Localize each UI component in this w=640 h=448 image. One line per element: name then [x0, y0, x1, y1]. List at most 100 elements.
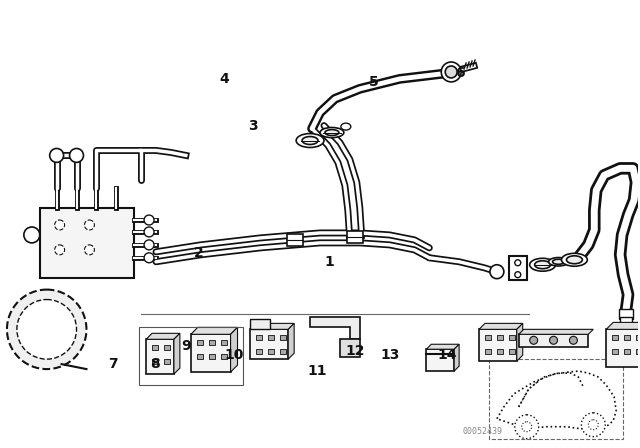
Text: 4: 4 — [220, 72, 230, 86]
Bar — [139, 327, 243, 385]
Bar — [509, 256, 527, 280]
Circle shape — [515, 415, 539, 439]
Polygon shape — [519, 329, 593, 334]
Text: 3: 3 — [248, 119, 258, 133]
Ellipse shape — [296, 134, 324, 147]
Bar — [152, 359, 158, 364]
Bar — [209, 340, 214, 345]
Text: 00052439: 00052439 — [462, 426, 502, 435]
Bar — [485, 349, 491, 354]
Polygon shape — [519, 334, 588, 347]
Polygon shape — [174, 333, 180, 374]
Circle shape — [144, 227, 154, 237]
Bar — [606, 329, 640, 367]
Bar — [509, 349, 515, 354]
Polygon shape — [310, 318, 360, 339]
Circle shape — [441, 62, 461, 82]
Bar — [280, 349, 286, 354]
Circle shape — [581, 413, 605, 437]
Bar — [497, 335, 503, 340]
Bar — [624, 349, 630, 354]
Circle shape — [445, 66, 457, 78]
Bar — [221, 354, 227, 359]
Text: 11: 11 — [307, 364, 326, 378]
Bar — [612, 335, 618, 340]
Ellipse shape — [530, 258, 556, 271]
Text: 8: 8 — [150, 357, 159, 371]
Bar — [612, 349, 618, 354]
Polygon shape — [516, 323, 523, 361]
Text: 2: 2 — [195, 246, 204, 260]
Text: 12: 12 — [345, 344, 365, 358]
Ellipse shape — [302, 137, 318, 145]
Circle shape — [550, 336, 557, 344]
Text: 7: 7 — [108, 357, 118, 371]
Bar — [280, 335, 286, 340]
Bar — [621, 325, 631, 332]
Circle shape — [522, 422, 532, 432]
Circle shape — [54, 220, 65, 230]
Polygon shape — [479, 323, 523, 329]
Bar — [636, 349, 640, 354]
Circle shape — [54, 245, 65, 255]
Bar — [40, 208, 134, 278]
Bar — [268, 349, 275, 354]
Bar — [485, 335, 491, 340]
Bar — [164, 345, 170, 350]
Bar — [619, 310, 633, 319]
Text: 13: 13 — [380, 349, 399, 362]
Circle shape — [490, 265, 504, 279]
Ellipse shape — [566, 256, 582, 264]
Bar — [257, 335, 262, 340]
Bar — [196, 340, 203, 345]
Ellipse shape — [552, 259, 564, 264]
Bar — [620, 318, 632, 325]
Bar — [146, 339, 174, 374]
Bar — [250, 319, 270, 329]
Circle shape — [7, 289, 86, 369]
Circle shape — [515, 271, 521, 278]
Bar — [287, 234, 303, 246]
Bar — [268, 335, 275, 340]
Bar — [489, 359, 623, 439]
Polygon shape — [191, 327, 237, 334]
Bar — [347, 231, 363, 243]
Bar — [209, 354, 214, 359]
Text: 14: 14 — [438, 349, 457, 362]
Bar — [221, 340, 227, 345]
Polygon shape — [146, 333, 180, 339]
Circle shape — [144, 215, 154, 225]
Circle shape — [84, 220, 95, 230]
Circle shape — [570, 336, 577, 344]
Polygon shape — [250, 323, 294, 329]
Bar — [636, 335, 640, 340]
Bar — [164, 359, 170, 364]
Bar — [152, 345, 158, 350]
Circle shape — [144, 253, 154, 263]
Text: 10: 10 — [225, 349, 244, 362]
Circle shape — [588, 420, 598, 430]
Bar — [426, 349, 454, 371]
Text: 6: 6 — [455, 65, 465, 80]
Text: 9: 9 — [182, 340, 191, 353]
Bar — [624, 335, 630, 340]
Polygon shape — [288, 323, 294, 359]
Ellipse shape — [325, 129, 339, 136]
Polygon shape — [230, 327, 237, 372]
Bar — [196, 354, 203, 359]
Circle shape — [84, 245, 95, 255]
Circle shape — [70, 148, 83, 162]
Bar — [497, 349, 503, 354]
Bar — [479, 329, 516, 361]
Circle shape — [50, 148, 63, 162]
Bar — [257, 349, 262, 354]
Ellipse shape — [341, 123, 351, 130]
Circle shape — [17, 300, 77, 359]
Bar — [250, 329, 288, 359]
Circle shape — [515, 260, 521, 266]
Polygon shape — [606, 323, 640, 329]
Ellipse shape — [534, 261, 550, 269]
Polygon shape — [340, 339, 360, 357]
Ellipse shape — [561, 253, 588, 266]
Circle shape — [530, 336, 538, 344]
